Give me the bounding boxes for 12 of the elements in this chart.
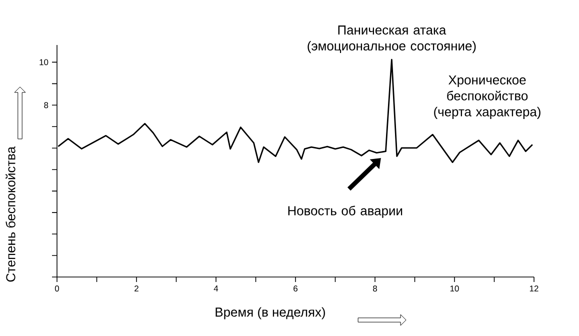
x-tick-label: 12: [530, 286, 538, 292]
annotation: Паническая атака (эмоциональное состояние): [308, 26, 476, 54]
x-tick-label: 10: [450, 286, 459, 292]
x-axis-title: Время (в неделях): [216, 307, 325, 320]
x-tick-label: 4: [214, 286, 218, 292]
annotation: Хроническое беспокойство (черта характера): [434, 75, 540, 119]
x-tick-label: 2: [134, 286, 138, 292]
y-axis-title: Степень беспокойства: [6, 146, 16, 282]
x-tick-label: 8: [373, 286, 377, 292]
x-tick-label: 6: [294, 286, 298, 292]
x-tick-label: 0: [54, 286, 60, 292]
annotation: Новость об аварии: [288, 206, 402, 218]
